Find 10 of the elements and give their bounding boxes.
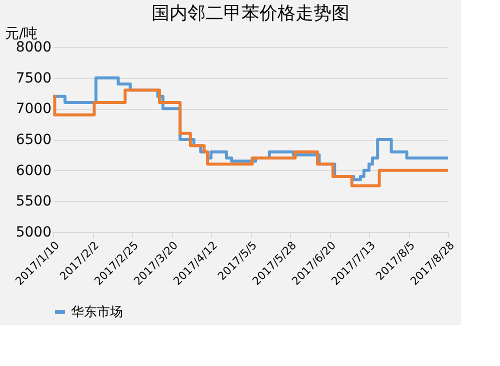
legend-label: 华东市场	[71, 305, 123, 320]
y-tick-label: 5500	[16, 194, 52, 210]
y-tick-label: 6000	[16, 162, 52, 179]
y-axis-title: 元/吨	[5, 26, 38, 42]
y-tick-label: 7500	[16, 70, 52, 86]
y-tick-label: 5000	[16, 224, 52, 240]
y-tick-label: 7000	[16, 101, 52, 118]
chart-title: 国内邻二甲苯价格走势图	[152, 3, 350, 24]
y-tick-label: 6500	[16, 132, 52, 148]
y-tick-label: 8000	[16, 40, 52, 56]
